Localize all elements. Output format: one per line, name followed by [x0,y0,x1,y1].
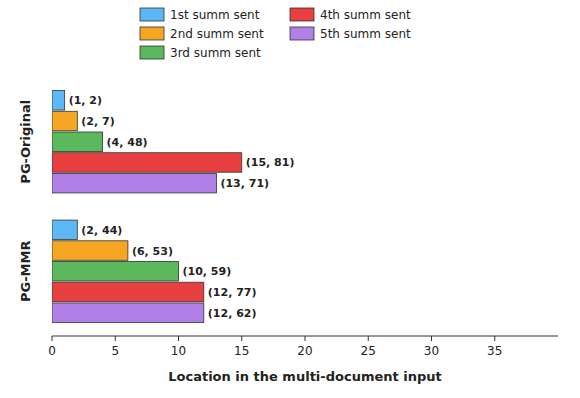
tick [494,336,495,341]
category-label: PG-Original [18,100,33,184]
legend-swatch [290,27,314,40]
bar [52,111,77,130]
legend-label: 5th summ sent [320,27,411,41]
legend-swatch [140,27,164,40]
legend-label: 3rd summ sent [170,46,261,60]
tick [52,336,53,341]
bar [52,173,216,192]
data-label: (2, 7) [81,115,114,128]
data-label: (2, 44) [81,224,122,237]
legend: 1st summ sent 2nd summ sent 3rd summ sent 4… [140,8,411,60]
tick-label: 0 [48,344,56,358]
bar [52,91,65,110]
tick-label: 20 [297,344,312,358]
legend-label: 1st summ sent [170,8,260,22]
data-label: (1, 2) [69,94,102,107]
tick-label: 30 [424,344,439,358]
tick [431,336,432,341]
data-label: (15, 81) [246,156,295,169]
data-label: (4, 48) [107,136,148,149]
bar [52,241,128,260]
bar [52,262,179,281]
data-labels: (1, 2) (2, 7) (4, 48) (15, 81) (13, 71) (2, 4… [69,94,295,319]
tick [368,336,369,341]
bar [52,220,77,239]
data-label: (12, 62) [208,307,257,320]
tick-label: 25 [361,344,376,358]
tick [241,336,242,341]
bar [52,303,204,322]
tick-label: 10 [171,344,186,358]
tick-label: 35 [487,344,502,358]
x-axis: 0 5 10 15 20 25 30 35 [48,336,558,358]
category-label: PG-MMR [18,241,33,302]
tick [178,336,179,341]
bar [52,153,242,172]
tick [305,336,306,341]
legend-swatch [290,8,314,21]
x-axis-label: Location in the multi-document input [168,369,442,384]
data-label: (13, 71) [220,177,269,190]
legend-label: 2nd summ sent [170,27,264,41]
data-label: (10, 59) [183,265,232,278]
legend-swatch [140,8,164,21]
data-label: (12, 77) [208,286,257,299]
tick-label: 5 [111,344,119,358]
data-label: (6, 53) [132,245,173,258]
bar [52,282,204,301]
chart: 1st summ sent 2nd summ sent 3rd summ sent 4… [0,0,580,398]
tick-label: 15 [234,344,249,358]
bar [52,132,103,151]
tick [115,336,116,341]
legend-label: 4th summ sent [320,8,411,22]
legend-swatch [140,46,164,59]
